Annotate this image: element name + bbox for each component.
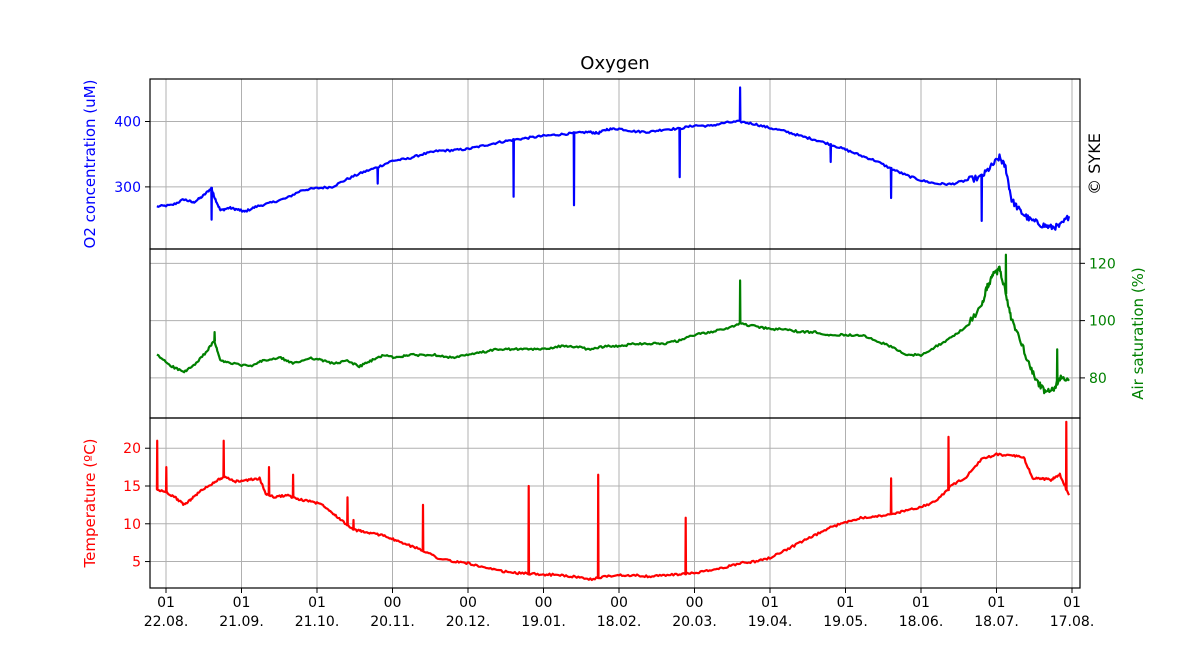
- x-tick-label-bottom: 20.12.: [446, 614, 491, 630]
- series-line-o2: [156, 86, 1071, 231]
- y-tick-label: 20: [123, 441, 141, 457]
- x-tick-label-top: 00: [610, 595, 628, 611]
- x-tick-label-top: 01: [308, 595, 326, 611]
- y-tick-label: 120: [1089, 256, 1116, 272]
- grid-lines: [150, 79, 1080, 588]
- x-tick-label-bottom: 19.01.: [521, 614, 566, 630]
- x-tick-label-top: 01: [837, 595, 855, 611]
- y-axis-label: Air saturation (%): [1129, 267, 1147, 400]
- x-tick-label-bottom: 21.10.: [295, 614, 340, 630]
- x-tick-label-bottom: 21.09.: [219, 614, 264, 630]
- panel-frame: [149, 248, 1081, 419]
- y-tick-label: 80: [1089, 371, 1107, 387]
- x-tick-label-top: 01: [1063, 595, 1081, 611]
- x-tick-label-top: 00: [459, 595, 477, 611]
- y-axis-label: Temperature (ºC): [81, 438, 99, 568]
- y-tick-label: 100: [1089, 314, 1116, 330]
- x-tick-label-top: 00: [535, 595, 553, 611]
- panel-frame: [149, 78, 1081, 250]
- x-tick-label-bottom: 18.06.: [899, 614, 944, 630]
- x-tick-label-top: 00: [686, 595, 704, 611]
- axis-labels: 300 400 O2 concentration (uM) 80 100 120 Air s…: [81, 80, 1147, 571]
- x-tick-label-bottom: 19.05.: [823, 614, 868, 630]
- y-tick-label: 400: [114, 115, 141, 131]
- y-tick-label: 5: [132, 555, 141, 571]
- x-tick-label-bottom: 17.08.: [1050, 614, 1095, 630]
- chart-title: Oxygen: [580, 53, 649, 74]
- x-tick-label-top: 00: [384, 595, 402, 611]
- x-tick-label-bottom: 20.03.: [672, 614, 717, 630]
- y-tick-label: 300: [114, 180, 141, 196]
- panel-frame: [149, 417, 1081, 589]
- y-tick-label: 10: [123, 517, 141, 533]
- y-tick-label: 15: [123, 479, 141, 495]
- x-tick-label-bottom: 20.11.: [370, 614, 415, 630]
- x-tick-label-top: 01: [761, 595, 779, 611]
- series-line-sat: [156, 253, 1070, 395]
- watermark-text: © SYKE: [1085, 133, 1104, 195]
- x-tick-label-bottom: 19.04.: [748, 614, 793, 630]
- panel-frames: [149, 78, 1081, 589]
- series-line-temp: [155, 420, 1070, 582]
- plot-series: [155, 86, 1071, 582]
- x-tick-label-bottom: 18.02.: [597, 614, 642, 630]
- x-tick-label-top: 01: [912, 595, 930, 611]
- x-tick-label-bottom: 22.08.: [144, 614, 189, 630]
- x-axis: 01 22.08. 01 21.09. 01 21.10. 00 20.11. 00 20.12.…: [144, 588, 1095, 630]
- x-tick-label-top: 01: [157, 595, 175, 611]
- x-tick-label-bottom: 18.07.: [974, 614, 1019, 630]
- x-tick-label-top: 01: [233, 595, 251, 611]
- y-axis-label: O2 concentration (uM): [81, 80, 99, 249]
- x-tick-label-top: 01: [988, 595, 1006, 611]
